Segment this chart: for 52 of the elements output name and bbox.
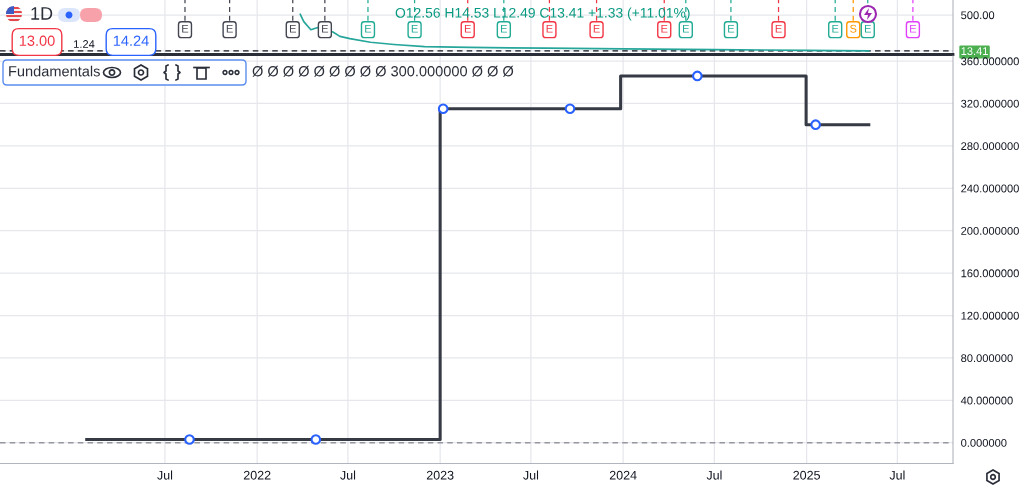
ref-line-label: E [464, 24, 471, 33]
x-tick-label: 2023 [426, 470, 454, 480]
point [184, 434, 195, 445]
ref-line-label: E [775, 24, 782, 33]
x-tick-label: Jul [889, 470, 905, 480]
x-tick-label: 2022 [243, 470, 271, 480]
x-tick-label: Jul [340, 470, 356, 480]
x-tick-label: 2025 [793, 470, 820, 480]
ref-line-label: E [593, 24, 600, 33]
y-tick-label: 360.000000 [961, 57, 1019, 66]
annotation: 13.00 [19, 35, 55, 46]
annotation: O12.56 H14.53 L12.49 C13.41 +1.33 (+11.01%) [395, 7, 690, 21]
y-tick-label: 280.000000 [961, 142, 1019, 151]
y-tick-label: 120.000000 [961, 311, 1019, 320]
ref-line-label: E [501, 24, 508, 33]
ref-line-label: E [322, 24, 329, 33]
ref-line-label: E [832, 24, 839, 33]
ref-line-label: E [182, 24, 189, 33]
ref-line-label: E [226, 24, 233, 33]
ref-line-label: S [850, 24, 857, 33]
x-tick-label: 2024 [609, 470, 637, 480]
point [692, 70, 703, 82]
ref-line-label: E [683, 24, 690, 33]
ref-line-label: E [910, 24, 917, 33]
x-tick-label: Jul [157, 470, 173, 480]
text: Fundamentals [9, 65, 100, 77]
ref-line-label: E [546, 24, 553, 33]
y-tick-label: 320.000000 [961, 99, 1019, 108]
ref-line-label: E [661, 24, 668, 33]
y-tick-label: 200.000000 [961, 226, 1019, 235]
y-tick-label: 13.41 [961, 47, 988, 55]
ref-line-label: E [365, 24, 372, 33]
chart-title: 1D [31, 7, 53, 20]
y-tick-label: 240.000000 [961, 184, 1019, 193]
y-tick-label: 500.00 [961, 11, 995, 20]
annotation: 14.24 [113, 35, 149, 46]
y-tick-label: 0.000000 [961, 438, 1007, 447]
text: Ø Ø Ø Ø Ø Ø Ø Ø Ø 300.000000 Ø Ø Ø [252, 65, 514, 77]
point [437, 103, 449, 115]
y-tick-label: 160.000000 [961, 269, 1019, 278]
ref-line-label: E [728, 24, 735, 33]
ref-line-label: E [411, 24, 418, 33]
x-tick-label: Jul [706, 470, 722, 480]
point [810, 119, 821, 131]
point [310, 434, 322, 445]
ref-line-label: E [864, 24, 871, 33]
point [564, 103, 576, 115]
y-tick-label: 40.000000 [960, 396, 1013, 405]
annotation: 1.24 [74, 40, 95, 48]
x-tick-label: Jul [523, 470, 539, 480]
y-tick-label: 80.000000 [961, 354, 1013, 363]
ref-line-label: E [289, 24, 296, 33]
